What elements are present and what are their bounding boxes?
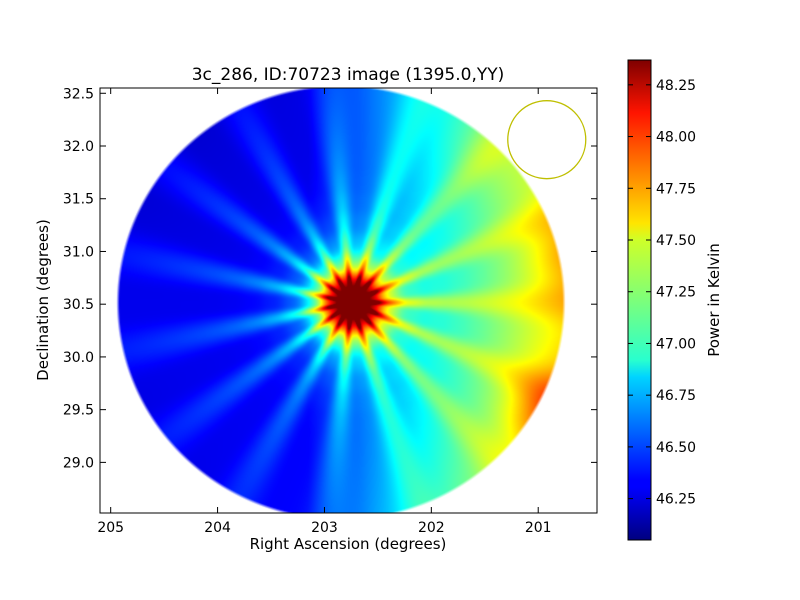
chart-title: 3c_286, ID:70723 image (1395.0,YY) <box>192 65 505 85</box>
x-axis-label: Right Ascension (degrees) <box>250 535 447 553</box>
y-tick-label: 32.5 <box>63 86 94 102</box>
y-tick-label: 29.0 <box>63 455 94 471</box>
colorbar-tick-label: 48.25 <box>656 78 696 94</box>
x-tick-label: 203 <box>311 520 338 536</box>
colorbar-tick-label: 47.25 <box>656 285 696 301</box>
colorbar-gradient <box>628 60 651 540</box>
colorbar-tick-label: 47.00 <box>656 336 696 352</box>
y-tick-label: 32.0 <box>63 139 94 155</box>
x-tick-label: 204 <box>204 520 231 536</box>
y-tick-label: 31.0 <box>63 244 94 260</box>
y-tick-label: 29.5 <box>63 403 94 419</box>
x-tick-label: 205 <box>97 520 124 536</box>
heatmap-image <box>100 88 597 513</box>
colorbar-label: Power in Kelvin <box>705 243 723 357</box>
axes-frame <box>99 87 598 514</box>
y-tick-label: 30.0 <box>63 350 94 366</box>
y-axis-ticks: 29.0 29.5 30.0 30.5 31.0 31.5 32.0 32.5 <box>63 86 597 471</box>
colorbar-tick-label: 47.50 <box>656 233 696 249</box>
plot-area: 205 204 203 202 201 29.0 29.5 30.0 30.5 31.0 31.5… <box>63 86 598 536</box>
x-tick-label: 201 <box>525 520 552 536</box>
colorbar-tick-label: 47.75 <box>656 181 696 197</box>
y-tick-label: 31.5 <box>63 192 94 208</box>
x-axis-ticks: 205 204 203 202 201 <box>97 88 552 536</box>
x-tick-label: 202 <box>418 520 445 536</box>
colorbar-frame <box>627 59 652 541</box>
colorbar-tick-label: 46.50 <box>656 440 696 456</box>
marker-circle <box>507 100 587 180</box>
colorbar: 46.25 46.50 46.75 47.00 47.25 47.50 47.75 48.00… <box>627 59 723 541</box>
colorbar-tick-label: 46.75 <box>656 388 696 404</box>
y-axis-label: Declination (degrees) <box>34 219 52 381</box>
colorbar-tick-label: 46.25 <box>656 492 696 508</box>
y-tick-label: 30.5 <box>63 297 94 313</box>
colorbar-ticks: 46.25 46.50 46.75 47.00 47.25 47.50 47.75 48.00… <box>628 78 696 508</box>
colorbar-tick-label: 48.00 <box>656 130 696 146</box>
